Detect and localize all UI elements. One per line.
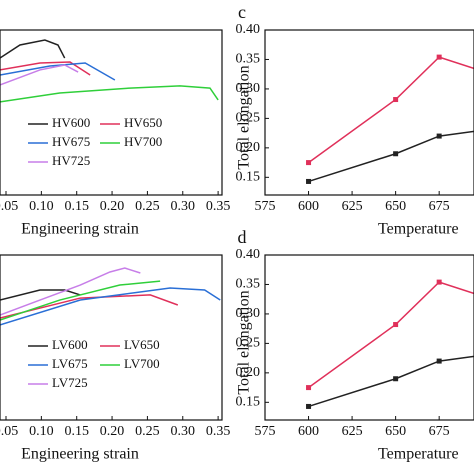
point <box>393 97 399 103</box>
point <box>436 54 442 60</box>
point <box>436 133 442 139</box>
series-line <box>308 130 474 183</box>
y-tick-label: 0.40 <box>236 247 261 262</box>
series-line <box>0 62 116 81</box>
legend-label: HV725 <box>52 153 90 168</box>
x-tick-label: 625 <box>342 199 363 214</box>
y-tick-label: 0.30 <box>236 306 261 321</box>
y-tick-label: 0.35 <box>236 52 261 67</box>
x-tick-label: 0.25 <box>135 424 160 439</box>
x-tick-label: 0.05 <box>0 424 18 439</box>
x-tick-label: 675 <box>429 424 450 439</box>
x-tick-label: 675 <box>429 199 450 214</box>
x-axis-label: Temperature <box>378 446 459 463</box>
series-line <box>0 280 161 321</box>
series-line <box>0 64 79 86</box>
legend-label: LV725 <box>52 375 88 390</box>
y-tick-label: 0.25 <box>236 336 261 351</box>
x-tick-label: 0.30 <box>171 424 196 439</box>
series-line <box>0 85 219 103</box>
x-tick-label: 650 <box>385 199 406 214</box>
x-tick-label: 0.10 <box>29 199 54 214</box>
point <box>393 151 399 157</box>
x-tick-label: 600 <box>298 424 319 439</box>
x-tick-label: 0.30 <box>171 199 196 214</box>
y-tick-label: 0.40 <box>236 22 261 37</box>
plot-frame <box>0 254 223 421</box>
series-line <box>0 39 66 59</box>
series-line <box>0 287 221 326</box>
series-line <box>308 355 474 408</box>
legend-label: HV600 <box>52 115 90 130</box>
point <box>393 322 399 328</box>
x-tick-label: 0.15 <box>64 424 89 439</box>
x-tick-label: 0.20 <box>100 199 125 214</box>
point <box>306 160 312 166</box>
y-axis-label: Total elongation <box>236 65 253 169</box>
series-line <box>0 289 81 301</box>
x-axis-label: Engineering strain <box>21 446 139 463</box>
plot-area <box>0 267 221 326</box>
series-line <box>0 267 141 316</box>
legend-label: LV600 <box>52 337 88 352</box>
y-tick-label: 0.15 <box>236 170 261 185</box>
plot-frame <box>264 29 474 196</box>
x-tick-label: 0.10 <box>29 424 54 439</box>
legend-label: HV675 <box>52 134 90 149</box>
series-line <box>308 281 474 389</box>
y-tick-label: 0.30 <box>236 81 261 96</box>
x-tick-label: 575 <box>255 199 276 214</box>
x-tick-label: 0.20 <box>100 424 125 439</box>
x-tick-label: 600 <box>298 199 319 214</box>
legend-label: LV650 <box>124 337 160 352</box>
y-axis-label: Total elongation <box>236 290 253 394</box>
x-tick-label: 650 <box>385 424 406 439</box>
series-line <box>308 56 474 164</box>
plot-frame <box>0 29 223 196</box>
legend-label: HV650 <box>124 115 162 130</box>
x-tick-label: 0.35 <box>206 199 231 214</box>
plot-area <box>306 279 474 409</box>
legend-label: HV700 <box>124 134 162 149</box>
y-tick-label: 0.25 <box>236 111 261 126</box>
panel-label: d <box>238 227 247 247</box>
x-tick-label: 0.15 <box>64 199 89 214</box>
plot-area <box>0 39 219 103</box>
point <box>306 385 312 391</box>
x-axis-label: Temperature <box>378 221 459 238</box>
point <box>436 279 442 285</box>
point <box>306 403 312 409</box>
legend-label: LV700 <box>124 356 160 371</box>
series-line <box>0 61 91 76</box>
x-tick-label: 0.25 <box>135 199 160 214</box>
x-tick-label: 0.05 <box>0 199 18 214</box>
plot-area <box>306 54 474 184</box>
x-axis-label: Engineering strain <box>21 221 139 238</box>
point <box>393 376 399 382</box>
point <box>306 178 312 184</box>
panel-label: c <box>238 2 246 22</box>
x-tick-label: 0.35 <box>206 424 231 439</box>
x-tick-label: 625 <box>342 424 363 439</box>
plot-frame <box>264 254 474 421</box>
x-tick-label: 575 <box>255 424 276 439</box>
series-line <box>0 294 179 319</box>
point <box>436 358 442 364</box>
y-tick-label: 0.15 <box>236 395 261 410</box>
y-tick-label: 0.35 <box>236 277 261 292</box>
legend-label: LV675 <box>52 356 88 371</box>
y-tick-label: 0.20 <box>236 140 261 155</box>
y-tick-label: 0.20 <box>236 365 261 380</box>
